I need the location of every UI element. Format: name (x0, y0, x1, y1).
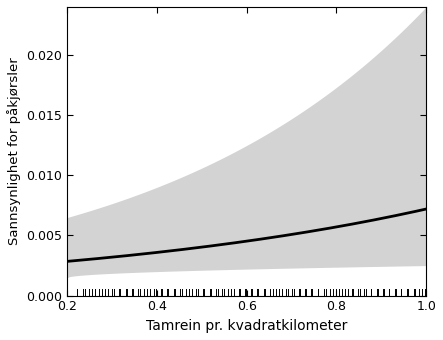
X-axis label: Tamrein pr. kvadratkilometer: Tamrein pr. kvadratkilometer (146, 319, 347, 333)
Y-axis label: Sannsynlighet for påkjørsler: Sannsynlighet for påkjørsler (7, 57, 21, 245)
